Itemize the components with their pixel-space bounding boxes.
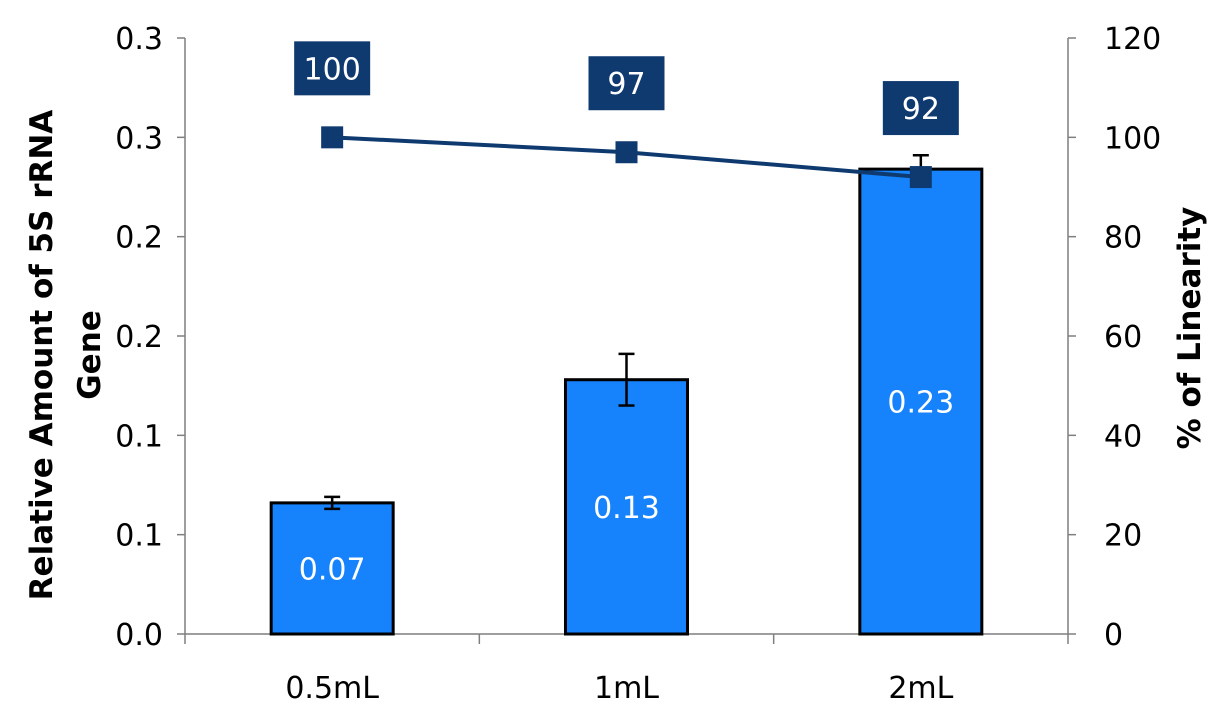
point-data-label: 97 bbox=[607, 67, 645, 102]
right-tick-label: 40 bbox=[1104, 419, 1142, 454]
linearity-line-series bbox=[321, 126, 932, 189]
point-label-box bbox=[588, 56, 665, 111]
axes: 0.0 0.1 0.1 0.2 0.2 0.3 0.3 0 20 40 60 80 100 120 0.5m… bbox=[24, 22, 1208, 706]
left-axis-title-line2: Gene bbox=[72, 310, 108, 400]
labels: 0.07 0.13 0.23 100 97 92 bbox=[294, 41, 959, 587]
linearity-marker bbox=[909, 166, 932, 189]
left-tick-label: 0.3 bbox=[115, 121, 163, 156]
x-tick-label: 2mL bbox=[888, 671, 953, 706]
point-label-box bbox=[294, 41, 371, 96]
right-tick-label: 80 bbox=[1104, 221, 1142, 256]
left-tick-label: 0.0 bbox=[115, 618, 163, 653]
left-tick-label: 0.3 bbox=[115, 22, 163, 57]
bar-data-label: 0.13 bbox=[593, 491, 660, 526]
bars bbox=[269, 153, 984, 636]
left-tick-label: 0.2 bbox=[115, 320, 163, 355]
right-tick-label: 60 bbox=[1104, 320, 1142, 355]
point-data-label: 100 bbox=[304, 52, 361, 87]
right-axis-title: % of Linearity bbox=[1172, 207, 1208, 450]
left-tick-label: 0.1 bbox=[115, 519, 163, 554]
x-tick-label: 0.5mL bbox=[285, 671, 379, 706]
left-tick-label: 0.1 bbox=[115, 419, 163, 454]
left-axis-title: Relative Amount of 5S rRNA Gene bbox=[24, 110, 108, 601]
x-tick-label: 1mL bbox=[594, 671, 659, 706]
left-tick-label: 0.2 bbox=[115, 221, 163, 256]
linearity-marker bbox=[615, 141, 638, 164]
point-data-label: 92 bbox=[902, 92, 940, 127]
point-label-box bbox=[882, 81, 959, 136]
bar bbox=[858, 167, 984, 636]
bar-data-label: 0.07 bbox=[299, 552, 366, 587]
bar bbox=[564, 378, 689, 636]
right-tick-label: 100 bbox=[1104, 121, 1161, 156]
right-tick-label: 0 bbox=[1104, 618, 1123, 653]
right-tick-label: 20 bbox=[1104, 519, 1142, 554]
left-axis-title-line1: Relative Amount of 5S rRNA bbox=[24, 110, 60, 601]
bar-data-label: 0.23 bbox=[887, 386, 954, 421]
linearity-marker bbox=[321, 126, 344, 149]
right-tick-label: 120 bbox=[1104, 22, 1161, 57]
